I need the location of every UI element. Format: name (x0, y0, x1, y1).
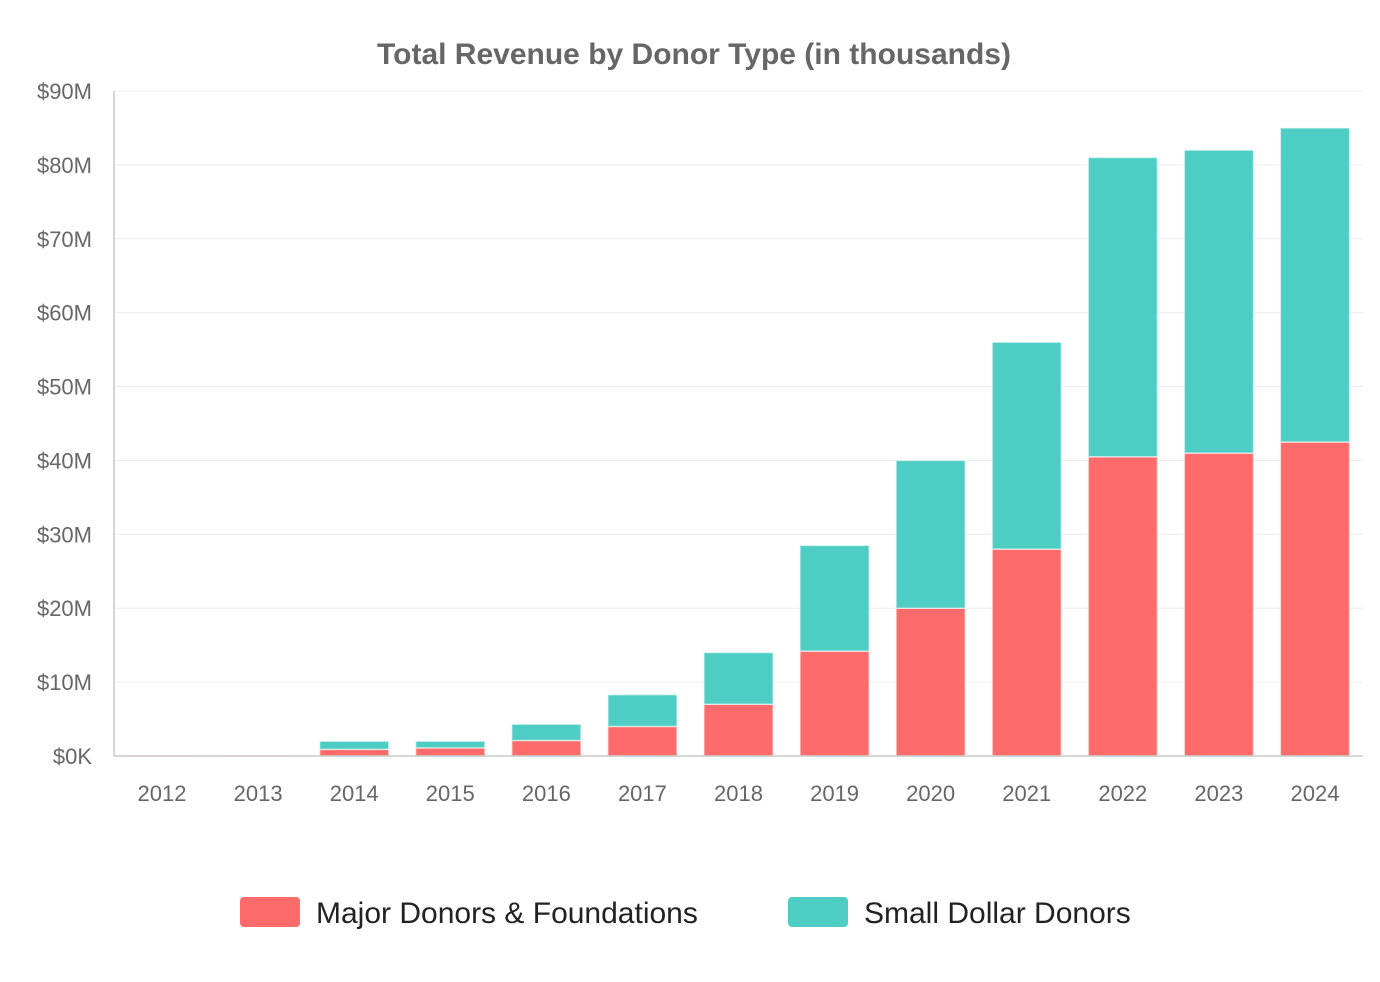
y-tick-label: $50M (37, 375, 92, 400)
x-axis-ticks: 2012 2013 2014 2015 2016 2017 2018 2019 2020 2021… (138, 781, 1340, 806)
x-tick-label: 2021 (1002, 781, 1051, 806)
legend-swatch (240, 897, 300, 927)
y-tick-label: $0K (53, 744, 92, 769)
x-tick-label: 2013 (234, 781, 283, 806)
bar-major-donors-2023[interactable] (1183, 452, 1255, 757)
x-tick-label: 2020 (906, 781, 955, 806)
legend-item-major-donors[interactable]: Major Donors & Foundations (240, 897, 698, 930)
y-tick-label: $20M (37, 596, 92, 621)
legend-swatch (788, 897, 848, 927)
x-tick-label: 2018 (714, 781, 763, 806)
y-axis-ticks: $0K $10M $20M $30M $40M $50M $60M $70M $80M $90M (37, 79, 92, 769)
x-tick-label: 2023 (1194, 781, 1243, 806)
x-tick-label: 2014 (330, 781, 379, 806)
x-tick-label: 2024 (1290, 781, 1339, 806)
bar-major-donors-2018[interactable] (703, 703, 774, 757)
x-tick-label: 2019 (810, 781, 859, 806)
bar-small-dollar-2022[interactable] (1087, 156, 1159, 458)
chart-title: Total Revenue by Donor Type (in thousand… (377, 38, 1011, 71)
bar-small-dollar-2017[interactable] (607, 693, 678, 728)
bar-major-donors-2014[interactable] (318, 748, 390, 757)
bar-small-dollar-2018[interactable] (703, 651, 774, 706)
bar-small-dollar-2014[interactable] (318, 740, 390, 751)
bar-small-dollar-2019[interactable] (799, 544, 870, 652)
bar-small-dollar-2015[interactable] (414, 740, 486, 749)
bar-major-donors-2015[interactable] (414, 747, 486, 757)
bar-major-donors-2016[interactable] (511, 739, 582, 757)
y-tick-label: $10M (37, 670, 92, 695)
x-tick-label: 2022 (1098, 781, 1147, 806)
bar-small-dollar-2016[interactable] (511, 723, 582, 742)
legend-label: Major Donors & Foundations (316, 897, 698, 930)
y-tick-label: $70M (37, 227, 92, 252)
legend: Major Donors & Foundations Small Dollar D… (240, 897, 1131, 930)
y-tick-label: $30M (37, 522, 92, 547)
bar-major-donors-2020[interactable] (895, 607, 966, 757)
y-tick-label: $40M (37, 448, 92, 473)
grid-lines (114, 90, 1363, 683)
bar-major-donors-2021[interactable] (991, 548, 1063, 757)
bar-small-dollar-2024[interactable] (1279, 127, 1351, 443)
x-tick-label: 2015 (426, 781, 475, 806)
y-tick-label: $60M (37, 301, 92, 326)
y-tick-label: $90M (37, 79, 92, 104)
bar-major-donors-2022[interactable] (1087, 456, 1159, 757)
y-tick-label: $80M (37, 153, 92, 178)
axes (113, 91, 1363, 757)
bar-small-dollar-2023[interactable] (1183, 149, 1255, 454)
x-tick-label: 2016 (522, 781, 571, 806)
legend-item-small-dollar[interactable]: Small Dollar Donors (788, 897, 1131, 930)
x-tick-label: 2017 (618, 781, 667, 806)
bar-major-donors-2019[interactable] (799, 650, 870, 757)
bar-major-donors-2017[interactable] (607, 725, 678, 757)
bar-major-donors-2024[interactable] (1279, 441, 1351, 757)
bar-small-dollar-2021[interactable] (991, 341, 1063, 550)
bar-small-dollar-2020[interactable] (895, 459, 966, 609)
bars (126, 127, 1351, 757)
legend-label: Small Dollar Donors (864, 897, 1131, 930)
x-tick-label: 2012 (138, 781, 187, 806)
